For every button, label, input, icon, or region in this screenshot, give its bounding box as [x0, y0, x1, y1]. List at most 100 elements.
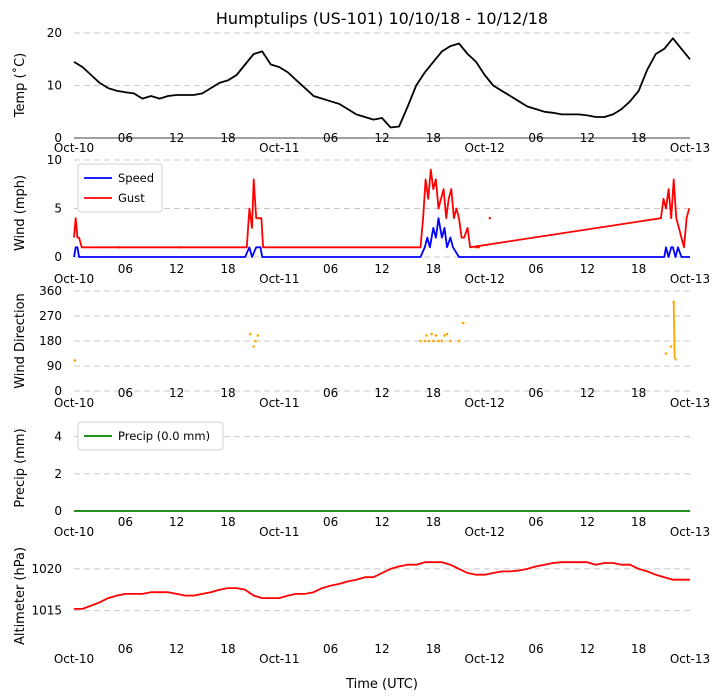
- wind_direction-y-tick-label: 180: [39, 334, 62, 348]
- precip-x-tick-label: Oct-13: [670, 525, 710, 539]
- wind_direction-data-point: [434, 334, 438, 337]
- figure-title: Humptulips (US-101) 10/10/18 - 10/12/18: [216, 9, 548, 28]
- precip-x-tick-label: 18: [220, 515, 235, 529]
- wind_direction-data-point: [432, 339, 435, 343]
- temp-x-tick-label: 06: [528, 131, 543, 145]
- wind-x-tick-label: Oct-11: [259, 272, 299, 286]
- altimeter-y-tick-label: 1015: [31, 604, 62, 618]
- wind-x-tick-label: Oct-13: [670, 272, 710, 286]
- wind-x-tick-label: 06: [323, 262, 338, 276]
- wind_direction-data-point: [443, 334, 446, 337]
- wind-data-point: [488, 217, 491, 220]
- wind_direction-y-tick-label: 270: [39, 309, 62, 323]
- wind-x-tick-label: 06: [118, 262, 133, 276]
- wind_direction-data-point: [423, 339, 427, 343]
- wind-data-point: [477, 246, 480, 249]
- precip-x-tick-label: 06: [118, 515, 133, 529]
- precip-x-tick-label: 18: [631, 515, 646, 529]
- precip-x-tick-label: 12: [374, 515, 389, 529]
- wind_direction-x-tick-label: 12: [374, 386, 389, 400]
- wind-panel: 0 5 10 Wind (mph) Oct-10 06 12 18 Oct-11 06 12 18 Oc…: [13, 153, 710, 286]
- temp-series-line: [73, 37, 691, 129]
- precip-x-tick-label: Oct-12: [464, 525, 504, 539]
- wind_direction-data-point: [445, 332, 449, 336]
- precip-x-tick-label: Oct-11: [259, 525, 299, 539]
- altimeter-x-tick-label: Oct-11: [259, 652, 299, 666]
- temp-x-tick-label: 12: [169, 131, 184, 145]
- altimeter-series-line: [74, 561, 690, 610]
- altimeter-y-axis-label: Altimeter (hPa): [13, 547, 28, 645]
- wind_direction-x-tick-label: Oct-13: [670, 396, 710, 410]
- temp-y-tick-label: 10: [47, 79, 62, 93]
- precip-x-tick-label: 12: [580, 515, 595, 529]
- altimeter-y-tick-label: 1020: [31, 562, 62, 576]
- wind_direction-x-tick-label: 18: [426, 386, 441, 400]
- altimeter-x-tick-label: Oct-10: [54, 652, 94, 666]
- wind_direction-x-tick-label: 12: [169, 386, 184, 400]
- wind_direction-panel: 0 90 180 270 360 Wind Direction Oct-10 06 12 18 Oc…: [13, 284, 710, 410]
- precip-x-tick-label: 06: [323, 515, 338, 529]
- wind_direction-x-tick-label: 18: [631, 386, 646, 400]
- wind_direction-data-point: [419, 339, 422, 343]
- wind-x-tick-label: 18: [631, 262, 646, 276]
- wind_direction-data-point: [449, 339, 452, 343]
- wind_direction-x-tick-label: 12: [580, 386, 595, 400]
- precip-x-tick-label: 18: [426, 515, 441, 529]
- temp-x-tick-label: Oct-12: [464, 141, 504, 155]
- wind-legend-label: Gust: [118, 191, 145, 205]
- x-axis-label: Time (UTC): [345, 677, 418, 692]
- wind_direction-data-point: [425, 334, 428, 337]
- wind-x-tick-label: 06: [528, 262, 543, 276]
- temp-x-tick-label: 12: [374, 131, 389, 145]
- wind_direction-data-point: [437, 339, 440, 343]
- wind_direction-data-point: [248, 332, 252, 336]
- temp-x-tick-label: Oct-13: [670, 141, 710, 155]
- temp-x-tick-label: Oct-11: [259, 141, 299, 155]
- wind_direction-data-point: [256, 334, 260, 337]
- wind_direction-x-tick-label: 06: [528, 386, 543, 400]
- wind_direction-data-point: [461, 321, 465, 325]
- wind_direction-x-tick-label: 18: [220, 386, 235, 400]
- altimeter-x-tick-label: 06: [323, 642, 338, 656]
- wind_direction-y-tick-label: 360: [39, 284, 62, 298]
- wind_direction-x-tick-label: Oct-10: [54, 396, 94, 410]
- altimeter-x-tick-label: Oct-13: [670, 652, 710, 666]
- precip-panel: 0 2 4 Precip (mm) Oct-10 06 12 18 Oct-11 06 12 18 Oc…: [13, 421, 710, 539]
- wind-series-line: [73, 217, 690, 258]
- altimeter-x-tick-label: 06: [118, 642, 133, 656]
- wind-series-line: [73, 168, 690, 249]
- temp-x-tick-label: 12: [580, 131, 595, 145]
- wind_direction-data-point: [73, 359, 77, 362]
- wind_direction-y-tick-label: 0: [54, 384, 62, 398]
- precip-legend-box: [77, 421, 224, 451]
- wind_direction-y-tick-label: 90: [47, 359, 62, 373]
- temp-x-tick-label: 06: [323, 131, 338, 145]
- wind_direction-data-point: [457, 339, 461, 343]
- temp-x-tick-label: 18: [426, 131, 441, 145]
- wind-y-axis-label: Wind (mph): [13, 175, 28, 251]
- temp-x-tick-label: 18: [220, 131, 235, 145]
- wind_direction-x-tick-label: 06: [118, 386, 133, 400]
- wind-x-tick-label: 12: [169, 262, 184, 276]
- wind-x-tick-label: Oct-10: [54, 272, 94, 286]
- wind_direction-data-point: [664, 352, 668, 355]
- temp-y-tick-label: 20: [47, 26, 62, 40]
- precip-y-axis-label: Precip (mm): [13, 428, 28, 507]
- altimeter-x-tick-label: 18: [426, 642, 441, 656]
- precip-y-tick-label: 4: [54, 430, 62, 444]
- wind_direction-data-point: [669, 345, 673, 348]
- wind-y-tick-label: 0: [54, 250, 62, 264]
- wind_direction-x-tick-label: Oct-11: [259, 396, 299, 410]
- wind_direction-data-point: [254, 339, 257, 343]
- altimeter-x-tick-label: 12: [374, 642, 389, 656]
- wind_direction-y-axis-label: Wind Direction: [13, 293, 28, 389]
- precip-x-tick-label: Oct-10: [54, 525, 94, 539]
- wind_direction-data-point: [440, 339, 444, 343]
- temp-x-tick-label: 06: [118, 131, 133, 145]
- temp-x-tick-label: 18: [631, 131, 646, 145]
- wind_direction-x-tick-label: Oct-12: [464, 396, 504, 410]
- wind_direction-data-point: [427, 339, 431, 343]
